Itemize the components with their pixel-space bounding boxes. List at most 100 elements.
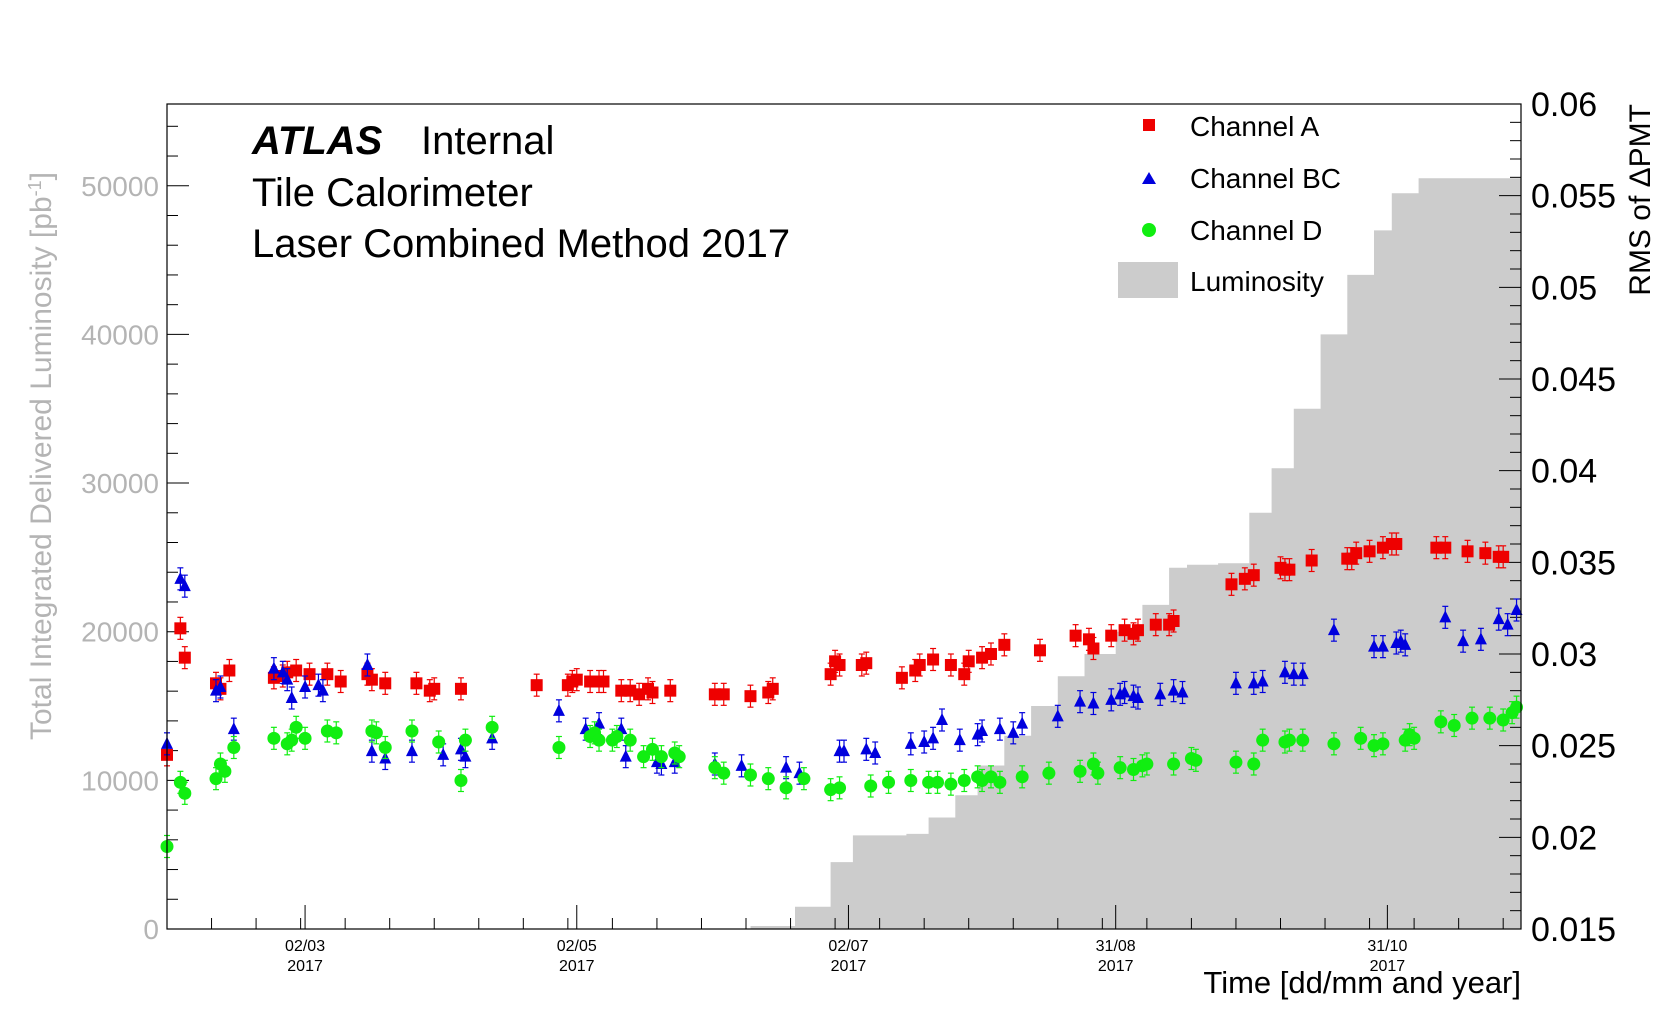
data-point-square (1461, 545, 1474, 558)
data-point-triangle (227, 722, 240, 735)
data-point-square (646, 686, 659, 699)
legend-label-channel-bc: Channel BC (1190, 163, 1341, 194)
data-point-triangle (904, 736, 917, 749)
data-point-triangle (365, 744, 378, 757)
data-point-square (1082, 633, 1095, 646)
data-point-triangle (927, 731, 940, 744)
legend-marker-channel-bc (1142, 172, 1156, 184)
data-point-triangle (1474, 632, 1487, 645)
data-point-circle (1247, 757, 1261, 771)
y-left-tick-label: 10000 (81, 765, 159, 796)
data-point-circle (289, 720, 303, 734)
data-point-circle (458, 733, 472, 747)
data-point-square (1087, 642, 1100, 655)
data-point-square (1247, 569, 1260, 582)
data-point-square (410, 677, 423, 690)
data-point-triangle (1131, 691, 1144, 703)
tick-labels: 0 10000 20000 30000 40000 50000 0.015 0.02 0.025… (81, 86, 1616, 975)
data-point-circle (285, 733, 299, 747)
data-point-triangle (552, 703, 565, 716)
data-point-triangle (1167, 683, 1180, 696)
data-point-square (1149, 618, 1162, 631)
data-point-triangle (935, 713, 948, 725)
data-point-circle (623, 733, 637, 747)
data-point-square (984, 648, 997, 660)
y-axis-left-title-main: Total Integrated Delivered Luminosity [p… (25, 196, 58, 740)
data-point-triangle (953, 733, 966, 746)
data-point-triangle (1087, 696, 1100, 709)
data-point-triangle (619, 749, 632, 762)
data-point-square (1033, 644, 1046, 657)
legend-marker-channel-d (1142, 223, 1156, 237)
data-point-square (178, 651, 191, 664)
data-point-circle (1354, 731, 1368, 745)
data-point-circle (432, 735, 446, 749)
data-point-circle (1073, 764, 1087, 778)
data-point-triangle (1016, 716, 1029, 729)
data-point-square (717, 688, 730, 701)
data-point-circle (1189, 753, 1203, 767)
data-point-triangle (174, 571, 187, 584)
data-point-square (174, 622, 187, 635)
data-point-circle (592, 733, 606, 747)
data-point-circle (1296, 733, 1310, 747)
data-point-square (895, 671, 908, 684)
data-point-circle (1407, 731, 1421, 745)
data-point-square (530, 679, 543, 692)
data-point-circle (1510, 700, 1524, 714)
data-point-circle (1496, 713, 1510, 727)
data-point-square (1131, 624, 1144, 637)
y-left-tick-label: 0 (143, 914, 159, 945)
data-point-circle (637, 750, 651, 764)
data-point-triangle (1105, 692, 1118, 705)
data-point-triangle (299, 680, 312, 692)
data-point-circle (993, 775, 1007, 789)
data-point-square (1350, 547, 1363, 560)
data-point-square (860, 657, 873, 670)
y-right-tick-label: 0.02 (1531, 819, 1597, 857)
x-tick-label-year: 2017 (1098, 958, 1134, 975)
data-point-triangle (1256, 674, 1269, 687)
data-point-square (927, 653, 940, 666)
y-left-tick-label: 40000 (81, 319, 159, 350)
data-point-square (766, 682, 779, 695)
data-point-triangle (1376, 639, 1389, 652)
data-point-square (962, 655, 975, 668)
annotation-status: Internal (421, 119, 554, 163)
data-point-circle (904, 774, 918, 787)
y-axis-left-title-end: ] (25, 172, 58, 180)
y-left-tick-label: 50000 (81, 171, 159, 202)
data-point-triangle (593, 716, 606, 729)
data-point-triangle (1118, 685, 1131, 698)
data-point-circle (485, 720, 499, 734)
data-point-triangle (437, 747, 450, 760)
data-point-circle (1447, 719, 1461, 732)
data-point-square (1305, 554, 1318, 567)
legend-marker-luminosity (1118, 262, 1178, 298)
data-point-circle (405, 724, 419, 738)
y-right-tick-label: 0.03 (1531, 636, 1597, 674)
data-point-triangle (1287, 667, 1300, 680)
data-point-triangle (780, 760, 793, 773)
data-point-square (290, 664, 303, 677)
data-point-square (944, 659, 957, 671)
data-point-triangle (918, 735, 931, 747)
data-point-circle (1167, 757, 1181, 771)
x-axis-title: Time [dd/mm and year] (1203, 965, 1521, 1000)
data-point-triangle (993, 722, 1006, 735)
series-channel-a (161, 532, 1510, 767)
data-point-triangle (1327, 623, 1340, 636)
data-point-triangle (869, 746, 882, 758)
data-point-circle (1434, 715, 1448, 729)
data-point-square (1167, 615, 1180, 627)
data-point-circle (610, 730, 624, 743)
x-tick-label-date: 02/03 (285, 938, 325, 955)
data-point-square (1283, 563, 1296, 576)
data-point-circle (1376, 737, 1390, 751)
data-point-circle (1042, 766, 1056, 780)
data-point-circle (654, 750, 668, 764)
data-point-triangle (1510, 603, 1523, 615)
data-point-square (597, 675, 610, 688)
data-point-circle (1091, 766, 1105, 780)
data-point-circle (178, 786, 192, 800)
